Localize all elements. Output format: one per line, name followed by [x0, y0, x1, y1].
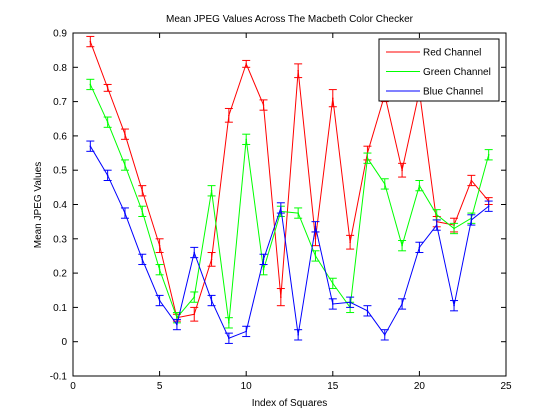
blue-channel-point-8 [210, 299, 213, 302]
green-channel-point-20 [418, 184, 421, 187]
green-channel-point-3 [124, 164, 126, 166]
green-channel-point-4 [141, 210, 144, 213]
green-channel-point-18 [383, 183, 386, 185]
blue-channel-point-13 [297, 334, 299, 336]
green-channel-point-22 [453, 227, 455, 230]
red-channel-point-9 [228, 114, 230, 117]
blue-channel-point-21 [435, 224, 438, 226]
y-axis-label: Mean JPEG Values [33, 162, 44, 249]
x-tick-label-5: 20 [414, 381, 426, 392]
x-tick-label-6: 25 [500, 381, 512, 392]
green-channel-point-19 [401, 244, 403, 247]
y-tick-label-5: 0.3 [53, 234, 67, 245]
x-tick-label-4: 15 [327, 381, 339, 392]
red-channel-point-14 [314, 238, 317, 240]
blue-channel-legend-label: Blue Channel [423, 87, 483, 98]
blue-channel-point-14 [314, 225, 317, 228]
y-tick-label-11: 0.9 [53, 29, 67, 40]
y-tick-label-2: 0 [61, 337, 67, 348]
blue-channel-point-23 [470, 219, 473, 221]
blue-channel-point-7 [193, 251, 196, 254]
green-channel-point-24 [487, 153, 490, 156]
red-channel-point-2 [106, 87, 109, 89]
red-channel-point-16 [349, 241, 351, 244]
red-channel-point-5 [158, 244, 161, 247]
chart-title: Mean JPEG Values Across The Macbeth Colo… [166, 14, 414, 25]
blue-channel-point-2 [106, 174, 109, 177]
red-channel-point-1 [89, 40, 92, 43]
red-channel-point-7 [193, 313, 196, 316]
red-channel-legend-label: Red Channel [423, 48, 481, 59]
green-channel-point-8 [210, 189, 213, 192]
green-channel-point-21 [435, 213, 438, 216]
green-channel-point-1 [89, 83, 92, 86]
red-channel-series-line [89, 41, 490, 319]
y-tick-label-8: 0.6 [53, 131, 67, 142]
green-channel-point-6 [176, 316, 178, 319]
legend: Red Channel Green Channel Blue Channel [378, 38, 500, 102]
blue-channel-point-22 [453, 304, 455, 307]
blue-channel-point-3 [124, 212, 126, 214]
blue-channel-point-18 [383, 334, 386, 336]
blue-channel-point-1 [89, 145, 92, 147]
axes-layer: 0 5 10 15 20 25-0.100.10.20.30.40.50.60.70.80… [50, 29, 512, 393]
red-channel-point-13 [297, 69, 299, 72]
y-tick-label-7: 0.5 [53, 166, 67, 177]
y-tick-label-1: -0.1 [50, 372, 68, 383]
y-tick-label-4: 0.2 [53, 269, 67, 280]
green-channel-point-15 [332, 282, 334, 285]
blue-channel-point-10 [245, 330, 247, 333]
blue-channel-point-15 [332, 303, 334, 305]
red-channel-point-15 [332, 97, 334, 99]
blue-channel-point-9 [228, 337, 230, 340]
green-channel-legend-label: Green Channel [423, 67, 491, 78]
blue-channel-point-24 [487, 205, 490, 208]
x-tick-label-3: 10 [241, 381, 253, 392]
blue-channel-point-6 [176, 323, 178, 326]
y-tick-label-10: 0.8 [53, 63, 67, 74]
y-tick-label-3: 0.1 [53, 303, 67, 314]
blue-channel-point-5 [158, 299, 161, 302]
green-channel-point-5 [158, 268, 161, 271]
red-channel-point-19 [401, 169, 403, 171]
red-channel-point-23 [470, 179, 473, 182]
blue-channel-point-12 [280, 207, 282, 209]
blue-channel-series-line [89, 145, 489, 339]
green-channel-point-7 [193, 296, 196, 298]
green-channel-point-13 [297, 212, 299, 214]
y-tick-label-6: 0.4 [53, 200, 67, 211]
green-channel-point-10 [245, 138, 247, 141]
red-channel-point-4 [141, 189, 144, 192]
blue-channel-point-19 [401, 303, 403, 305]
red-channel-point-11 [262, 104, 265, 106]
red-channel-point-10 [245, 63, 247, 65]
green-channel-point-11 [262, 268, 265, 271]
green-channel-point-2 [106, 121, 109, 123]
x-tick-label-2: 5 [157, 381, 163, 392]
green-channel-point-14 [314, 255, 317, 257]
blue-channel-point-16 [349, 301, 351, 304]
red-channel-point-12 [280, 296, 282, 298]
red-channel-point-3 [124, 133, 126, 135]
green-channel-point-9 [228, 322, 230, 324]
green-channel-point-17 [366, 157, 369, 159]
blue-channel-point-20 [418, 246, 421, 249]
blue-channel-point-4 [141, 258, 144, 261]
blue-channel-point-11 [262, 258, 265, 261]
y-tick-label-9: 0.7 [53, 97, 67, 108]
x-tick-label-1: 0 [70, 381, 76, 392]
blue-channel-point-17 [366, 310, 369, 312]
red-channel-point-8 [210, 258, 213, 261]
x-axis-label: Index of Squares [252, 398, 328, 409]
